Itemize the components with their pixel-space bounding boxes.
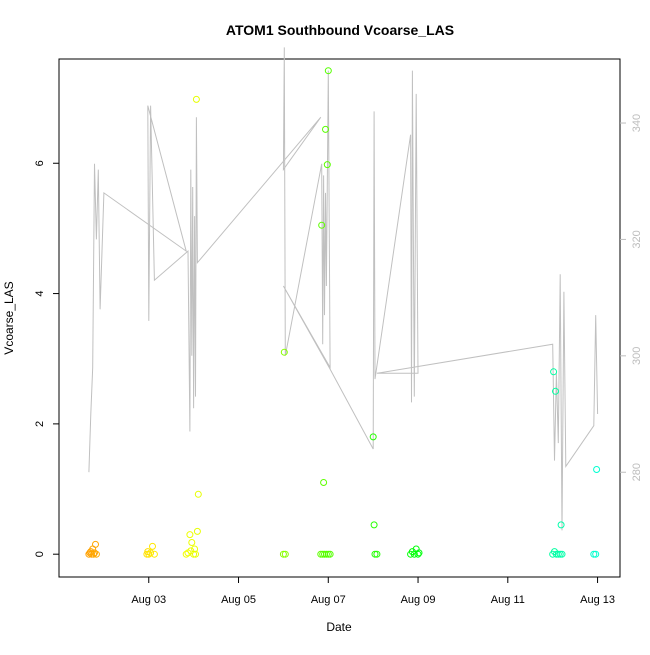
y-tick-label: 4 [34, 291, 46, 297]
data-point [150, 550, 158, 558]
data-point [323, 161, 331, 169]
data-point [550, 368, 558, 376]
y-tick-label: 6 [34, 160, 46, 166]
data-point [194, 490, 202, 498]
x-axis-label: Date [326, 620, 352, 634]
data-point [415, 549, 423, 557]
x-tick-label: Aug 05 [221, 594, 256, 606]
data-point [552, 387, 559, 395]
plot-frame [58, 58, 621, 578]
data-point [147, 549, 155, 557]
chart-title: ATOM1 Southbound Vcoarse_LAS [226, 22, 454, 38]
data-point [90, 550, 98, 558]
data-point [191, 545, 199, 553]
x-tick-label: Aug 11 [491, 594, 525, 606]
y2-tick-label: 340 [631, 114, 643, 132]
data-point [188, 539, 196, 546]
x-tick-label: Aug 03 [131, 594, 166, 606]
x-tick-label: Aug 07 [311, 594, 346, 606]
point-series [85, 67, 601, 558]
data-point [279, 550, 287, 558]
y-tick-label: 2 [34, 421, 46, 427]
right-axis-line-series [88, 47, 599, 531]
data-point [192, 550, 199, 558]
data-point [324, 67, 332, 75]
y-axis-label: Vcoarse_LAS [2, 281, 16, 354]
x-tick-label: Aug 09 [401, 594, 436, 606]
x-axis: Aug 03 Aug 05 Aug 07 Aug 09 Aug 11 Aug 13 [131, 577, 615, 606]
data-point [149, 542, 156, 550]
data-point [91, 549, 98, 557]
data-point [186, 531, 194, 539]
data-point [318, 221, 326, 229]
data-point [554, 550, 562, 558]
data-point [182, 550, 190, 558]
series-line [88, 47, 599, 531]
data-point [592, 550, 600, 558]
data-point [320, 479, 328, 486]
y2-tick-label: 320 [631, 230, 643, 248]
data-point [322, 125, 329, 133]
data-point [192, 95, 200, 103]
y2-tick-label: 280 [631, 463, 643, 481]
data-point [193, 527, 201, 535]
x-tick-label: Aug 13 [580, 594, 615, 606]
data-point [190, 550, 198, 558]
data-point [322, 550, 330, 558]
data-point [369, 433, 377, 441]
data-point [280, 348, 288, 356]
data-point [370, 521, 378, 529]
data-point [557, 521, 565, 529]
data-point [593, 466, 601, 473]
y2-tick-label: 300 [631, 347, 643, 365]
y-axis: 0 2 4 6 [34, 160, 59, 557]
right-y-axis: 280 300 320 340 [620, 114, 643, 481]
y-tick-label: 0 [34, 551, 46, 557]
data-point [92, 540, 99, 548]
data-point [414, 550, 422, 558]
data-point [590, 550, 598, 558]
data-point [92, 550, 100, 558]
data-point [373, 550, 381, 558]
data-point [326, 550, 334, 558]
data-point [558, 550, 566, 558]
data-point [371, 550, 379, 558]
data-point [281, 550, 289, 558]
